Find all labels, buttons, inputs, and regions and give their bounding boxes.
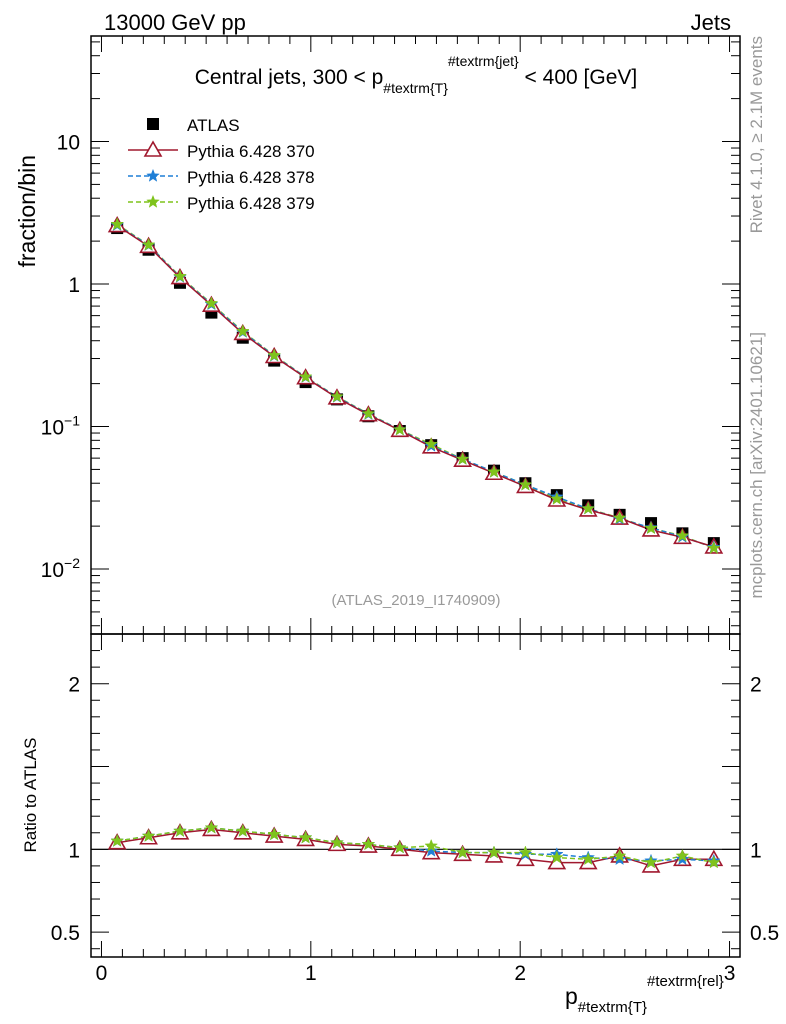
ratio-point: [110, 833, 125, 847]
main-y-tick-label-exponent: −1: [64, 413, 80, 429]
legend-marker: [146, 194, 160, 208]
main-y-tick-label: 10: [57, 132, 80, 155]
data-point: [487, 464, 501, 478]
x-axis-label: p#textrm{T}#textrm{rel}: [565, 973, 724, 1016]
data-point: [455, 451, 470, 465]
x-tick-label: 1: [305, 962, 317, 985]
legend-marker: [143, 140, 163, 157]
ratio-y-tick-label-right: 0.5: [750, 922, 779, 945]
main-series-line: [116, 224, 715, 548]
legend-marker: [146, 168, 160, 182]
ratio-y-tick-label: 1: [68, 839, 80, 862]
analysis-watermark: (ATLAS_2019_I1740909): [331, 592, 500, 609]
ratio-point: [455, 845, 470, 859]
ratio-point: [361, 837, 376, 851]
data-point: [581, 501, 596, 515]
title-prefix: Central jets, 300 < p: [195, 66, 384, 89]
data-point: [110, 217, 125, 231]
x-tick-label: 3: [724, 962, 736, 985]
main-series-line: [116, 223, 715, 549]
ratio-series-markers: [107, 819, 724, 873]
data-point: [235, 324, 250, 338]
main-y-tick-label: 1: [68, 274, 80, 297]
data-point: [330, 389, 344, 403]
data-point: [204, 296, 219, 310]
main-y-tick-label-base: 10: [41, 559, 64, 582]
main-y-tick-label: 10−2: [41, 555, 81, 582]
data-point: [267, 348, 282, 362]
data-point: [298, 369, 313, 383]
data-point: [392, 422, 407, 436]
title-subscript: #textrm{T}: [383, 80, 448, 96]
main-y-tick-label-exponent: −2: [64, 555, 80, 571]
main-series-line: [116, 224, 715, 549]
ratio-point: [518, 845, 533, 859]
legend-label: ATLAS: [187, 116, 240, 135]
data-point: [612, 510, 627, 524]
ratio-point: [298, 830, 313, 844]
legend-label: Pythia 6.428 370: [187, 142, 315, 161]
ratio-point: [141, 828, 156, 842]
chart-title: Central jets, 300 < p#textrm{T}#textrm{j…: [195, 53, 637, 96]
energy-label: 13000 GeV pp: [104, 10, 246, 35]
main-y-axis-label: fraction/bin: [14, 155, 40, 268]
ratio-point: [547, 852, 567, 870]
legend: ATLAS Pythia 6.428 370 Pythia 6.428 378 Pyt…: [128, 116, 315, 213]
title-superscript: #textrm{jet}: [448, 53, 519, 69]
ratio-y-axis-label: Ratio to ATLAS: [21, 738, 40, 853]
category-label: Jets: [691, 10, 731, 35]
legend-label: Pythia 6.428 378: [187, 168, 315, 187]
data-point: [173, 269, 187, 283]
data-point: [706, 540, 721, 555]
ratio-y-ticks: 0.5 0.5 1 1 2 2: [51, 650, 779, 950]
ratio-point: [487, 845, 501, 859]
ratio-point: [392, 840, 407, 854]
main-series-lines: [116, 223, 715, 549]
x-axis-label-base: p: [565, 983, 578, 1009]
ratio-point: [330, 835, 344, 849]
ratio-point: [644, 855, 658, 869]
x-axis-label-subscript: #textrm{T}: [578, 999, 647, 1016]
ratio-point: [424, 838, 439, 852]
ratio-point: [235, 823, 250, 837]
x-tick-label: 2: [514, 962, 526, 985]
ratio-point: [675, 848, 690, 862]
legend-marker: [147, 118, 159, 130]
ratio-point: [581, 852, 596, 866]
ratio-point: [706, 855, 721, 869]
ratio-y-tick-label-right: 1: [750, 839, 762, 862]
title-suffix: < 400 [GeV]: [519, 66, 638, 89]
data-point: [518, 477, 533, 491]
mcplots-label: mcplots.cern.ch [arXiv:2401.10621]: [747, 332, 766, 598]
legend-label: Pythia 6.428 379: [187, 194, 315, 213]
x-axis-label-superscript: #textrm{rel}: [647, 973, 724, 990]
main-y-tick-label: 10−1: [41, 413, 81, 440]
ratio-y-tick-label: 0.5: [51, 922, 80, 945]
data-point: [549, 491, 564, 505]
data-point: [644, 521, 658, 535]
ratio-point: [267, 827, 282, 841]
x-tick-label: 0: [96, 962, 108, 985]
ratio-y-tick-label-right: 2: [750, 674, 762, 697]
rivet-version-label: Rivet 4.1.0, ≥ 2.1M events: [747, 36, 766, 233]
ratio-point: [204, 820, 219, 834]
ratio-point: [612, 848, 627, 862]
ratio-frame: [90, 633, 741, 958]
data-point: [424, 437, 439, 451]
ratio-point: [549, 850, 564, 864]
data-point: [675, 528, 690, 542]
ratio-x-ticks: 0 1 2 3: [96, 634, 736, 985]
ratio-point: [424, 843, 439, 857]
main-series-markers: [107, 215, 724, 555]
ratio-y-tick-label: 2: [68, 674, 80, 697]
data-point: [361, 406, 376, 420]
ratio-point: [173, 823, 187, 837]
main-y-tick-label-base: 10: [41, 417, 64, 440]
main-x-ticks: [100, 36, 731, 634]
data-point: [141, 237, 156, 251]
